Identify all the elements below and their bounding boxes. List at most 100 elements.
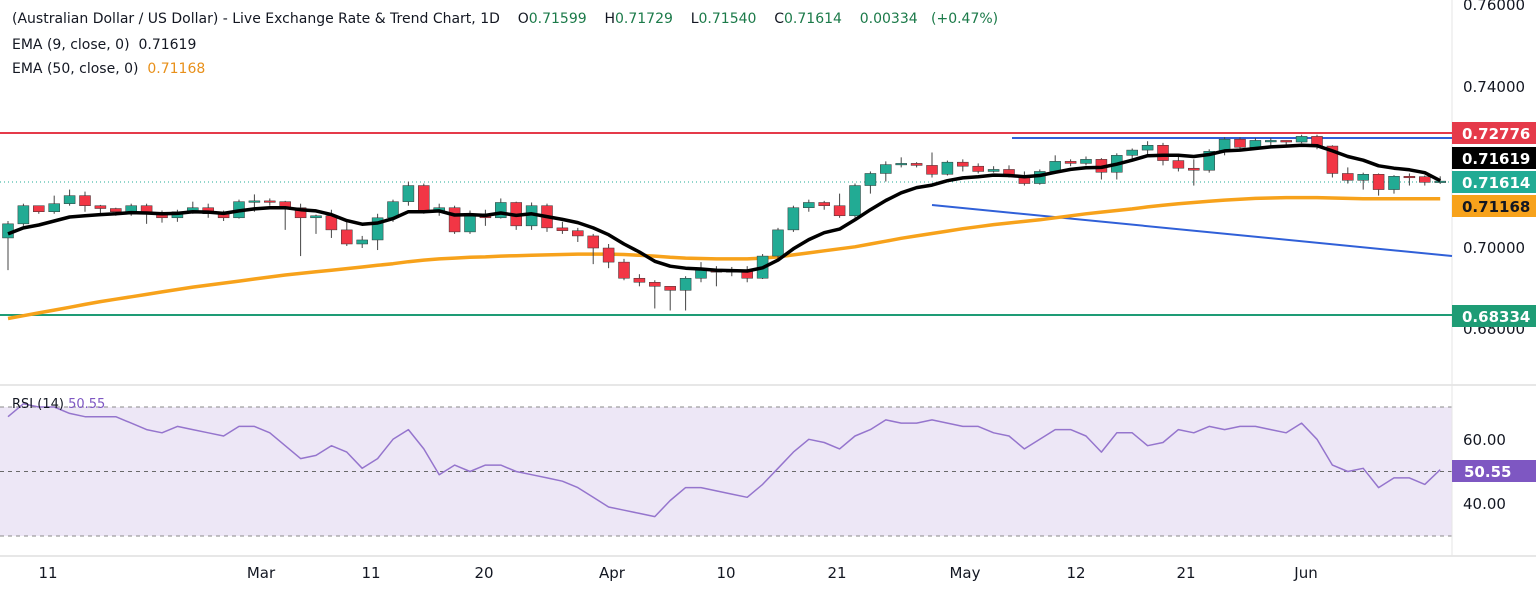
x-tick-label: 10	[716, 564, 735, 582]
x-tick-label: 11	[38, 564, 57, 582]
rsi-line	[7, 403, 1441, 518]
candle-down	[33, 205, 45, 212]
ema9-path	[7, 143, 1442, 273]
badge-resistance-bg	[1452, 122, 1536, 144]
ema50-path	[7, 195, 1441, 321]
candle-up	[1203, 151, 1215, 171]
candle-down	[818, 202, 830, 206]
candle-down	[1157, 145, 1169, 161]
x-tick-label: Jun	[1293, 564, 1317, 582]
y-tick-0.70000: 0.70000	[1463, 239, 1525, 257]
candle-down	[448, 207, 461, 233]
rsi-tick-40: 40.00	[1463, 495, 1506, 513]
candle-up	[310, 215, 322, 219]
close-label: C	[774, 11, 785, 27]
candle-down	[1188, 167, 1200, 171]
candle-up	[371, 217, 384, 241]
open-label: O	[517, 11, 529, 27]
candle-down	[1419, 176, 1431, 183]
badge-ema9: 0.71619	[1462, 150, 1530, 168]
channel-bottom-line[interactable]	[931, 204, 1453, 257]
candle-down	[294, 207, 307, 219]
candle-down	[1326, 145, 1339, 174]
x-tick-label: Apr	[599, 564, 626, 582]
close-value: 0.71614	[784, 11, 842, 27]
low-value: 0.71540	[698, 11, 757, 27]
ema50-label: EMA (50, close, 0)	[12, 61, 139, 77]
candle-up	[849, 185, 861, 217]
candle-down	[602, 247, 615, 263]
badge-ema9-bg	[1452, 147, 1536, 169]
candle-down	[1403, 176, 1416, 179]
candle-down	[1280, 140, 1292, 143]
candle-up	[987, 169, 1000, 172]
x-tick-label: 21	[1176, 564, 1195, 582]
x-tick-label: Mar	[247, 564, 276, 582]
ema9-legend[interactable]: EMA (9, close, 0) 0.71619	[12, 37, 196, 53]
candle-down	[79, 195, 91, 206]
candle-up	[679, 277, 692, 291]
candle-up	[772, 229, 784, 257]
candle-down	[1372, 174, 1385, 190]
candle-down	[418, 185, 430, 212]
candle-down	[1234, 138, 1246, 148]
candle-down	[910, 163, 923, 166]
candle-up	[356, 239, 368, 245]
change-value: 0.00334	[859, 11, 918, 27]
candle-down	[572, 230, 584, 237]
chart-title: (Australian Dollar / US Dollar) - Live E…	[12, 11, 500, 27]
candle-up	[1295, 136, 1308, 143]
candle-up	[48, 203, 60, 212]
ema50-legend[interactable]: EMA (50, close, 0) 0.71168	[12, 61, 205, 77]
badge-close-bg	[1452, 171, 1536, 193]
candle-up	[695, 269, 707, 279]
ema9-label: EMA (9, close, 0)	[12, 37, 130, 53]
candle-down	[633, 277, 646, 283]
candle-down	[1342, 173, 1354, 181]
ema50-line	[7, 195, 1441, 321]
candle-down	[926, 165, 938, 175]
candle-down	[587, 235, 599, 249]
candle-up	[402, 185, 415, 202]
high-label: H	[604, 11, 615, 27]
high-value: 0.71729	[614, 11, 673, 27]
candle-down	[957, 161, 969, 167]
candle-up	[1388, 176, 1400, 190]
rsi-badge: 50.55	[1464, 463, 1511, 481]
change-percent: (+0.47%)	[931, 11, 999, 27]
candle-down	[1064, 161, 1077, 164]
rsi-legend[interactable]: RSI (14) 50.55	[12, 397, 105, 412]
x-tick-label: 21	[827, 564, 846, 582]
rsi-value: 50.55	[68, 397, 106, 412]
candle-up	[1265, 140, 1277, 143]
rsi-tick-60: 60.00	[1463, 431, 1506, 449]
badge-resistance: 0.72776	[1462, 125, 1530, 143]
x-axis: 11 Mar 11 20 Apr 10 21 May 12 21 Jun	[38, 564, 1317, 582]
badge-ema50-bg	[1452, 195, 1536, 217]
candle-down	[341, 229, 353, 245]
y-tick-0.74000: 0.74000	[1463, 78, 1525, 96]
candle-up	[248, 200, 261, 203]
candle-down	[94, 205, 107, 209]
candle-up	[941, 161, 954, 175]
badge-support: 0.68334	[1462, 308, 1530, 326]
badge-close: 0.71614	[1462, 174, 1530, 192]
x-tick-label: 11	[361, 564, 380, 582]
candle-down	[264, 200, 276, 203]
candle-down	[618, 261, 630, 279]
y-tick-0.76000: 0.76000	[1463, 0, 1525, 14]
candle-up	[1126, 149, 1138, 156]
rsi-badge-bg	[1452, 460, 1536, 482]
x-tick-label: May	[949, 564, 980, 582]
candle-up	[495, 202, 507, 219]
rsi-path	[7, 403, 1441, 518]
x-tick-label: 12	[1066, 564, 1085, 582]
symbol-legend: (Australian Dollar / US Dollar) - Live E…	[12, 11, 998, 27]
candle-down	[833, 205, 846, 217]
candle-up	[1141, 145, 1154, 151]
candle-up	[63, 195, 76, 204]
candle-up	[17, 205, 30, 225]
low-label: L	[690, 11, 699, 27]
candle-up	[803, 202, 815, 208]
